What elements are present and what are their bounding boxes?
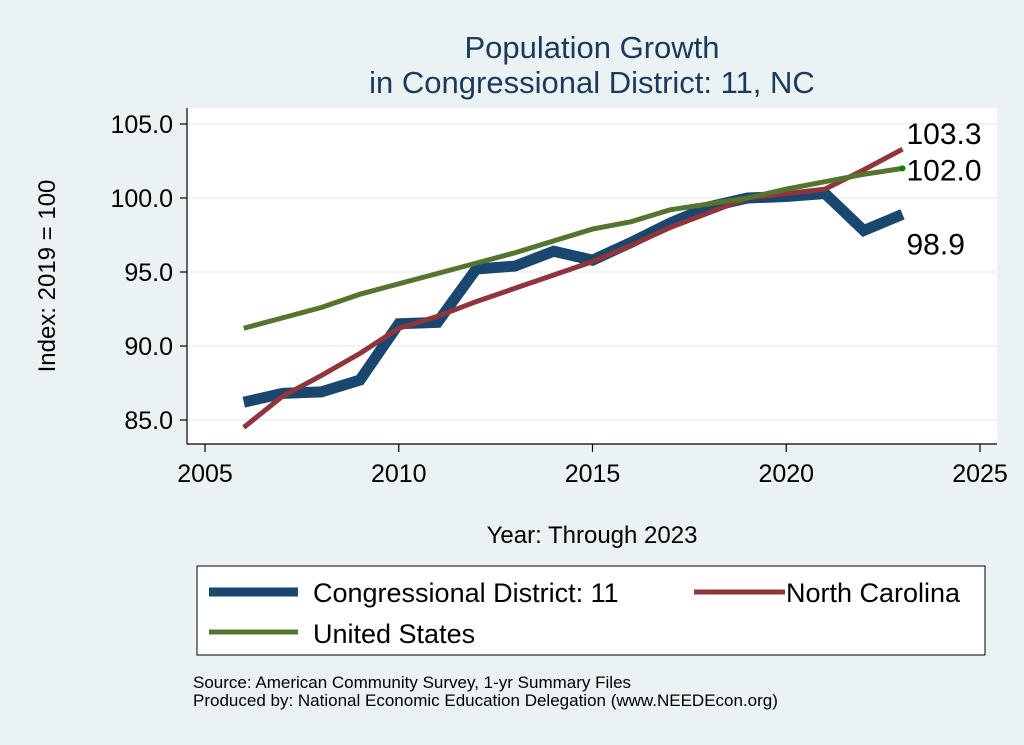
y-ticks: 85.0 90.0 95.0 100.0 105.0 — [110, 111, 187, 435]
series-line-north-carolina — [242, 146, 904, 430]
y-tick-label: 85.0 — [124, 407, 173, 435]
y-tick-label: 105.0 — [110, 111, 173, 139]
x-ticks: 2005 2010 2015 2020 2025 — [177, 444, 1008, 488]
legend-label-nc: North Carolina — [786, 578, 961, 608]
x-tick-label: 2020 — [758, 460, 814, 488]
x-tick-label: 2015 — [565, 460, 621, 488]
legend — [196, 565, 986, 656]
gridlines — [188, 123, 997, 421]
chart-subtitle: in Congressional District: 11, NC — [369, 65, 815, 100]
producer-note: Produced by: National Economic Education… — [193, 691, 778, 710]
end-marker-us — [899, 165, 906, 172]
end-label: 103.3 — [907, 118, 982, 151]
x-tick-label: 2005 — [177, 460, 233, 488]
series-lines — [242, 146, 906, 430]
series-line-congressional-district-11 — [242, 187, 905, 408]
series-line-united-states — [243, 165, 903, 331]
x-tick-label: 2025 — [952, 460, 1008, 488]
source-note: Source: American Community Survey, 1-yr … — [193, 673, 631, 692]
y-tick-label: 95.0 — [124, 259, 173, 287]
end-label: 98.9 — [907, 228, 965, 261]
chart-title: Population Growth — [464, 30, 719, 65]
x-tick-label: 2010 — [371, 460, 427, 488]
legend-label-cd11: Congressional District: 11 — [313, 578, 619, 608]
y-tick-label: 90.0 — [124, 333, 173, 361]
x-axis-label: Year: Through 2023 — [487, 522, 698, 549]
legend-label-us: United States — [313, 619, 475, 649]
y-tick-label: 100.0 — [110, 185, 173, 213]
y-axis-label: Index: 2019 = 100 — [34, 180, 61, 373]
end-label: 102.0 — [907, 154, 982, 187]
